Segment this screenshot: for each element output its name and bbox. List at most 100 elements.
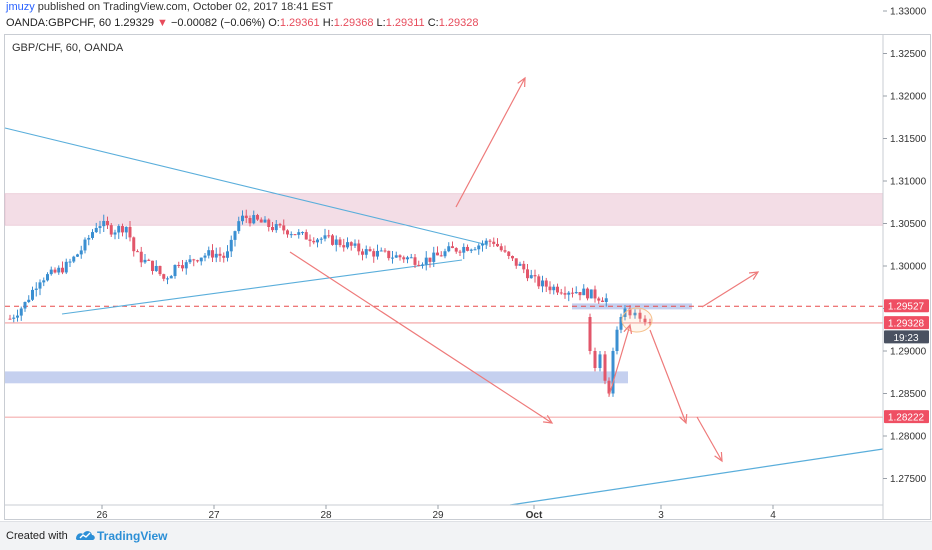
- price-axis-label: 1.29000: [890, 347, 927, 358]
- price-axis-label: 1.32000: [890, 92, 927, 103]
- candle-body: [541, 280, 544, 287]
- close-value: 1.29328: [438, 17, 479, 29]
- candle-body: [263, 219, 267, 223]
- candle-body: [282, 225, 286, 231]
- bounce-arrow-line: [608, 324, 631, 397]
- open-value: 1.29361: [279, 17, 320, 29]
- candle-body: [139, 251, 143, 263]
- upper-trendline: [4, 127, 489, 246]
- candle-body: [207, 250, 211, 256]
- candle-body: [256, 215, 259, 220]
- candle-body: [162, 274, 166, 279]
- candle-body: [271, 226, 274, 231]
- candle-body: [184, 262, 188, 269]
- candle-body: [237, 221, 241, 232]
- price-axis-label: 1.31500: [890, 134, 927, 145]
- candle-body: [76, 254, 79, 257]
- candle-body: [597, 298, 601, 301]
- candle-body: [147, 259, 151, 261]
- low-label: L:: [376, 17, 386, 29]
- bearish-continuation-arrow-head: [714, 451, 723, 463]
- candle-body: [469, 249, 473, 251]
- chart-header: jmuzy published on TradingView.com, Octo…: [0, 0, 932, 34]
- candle-body: [79, 250, 83, 255]
- candle-body: [304, 232, 308, 240]
- low-value: 1.29311: [385, 17, 425, 29]
- candle-body: [417, 264, 421, 266]
- price-tag-bg: [884, 330, 929, 344]
- price-axis-label: 1.27500: [890, 474, 927, 485]
- candle-body: [113, 232, 117, 235]
- bearish-drop-arrow-head: [679, 413, 688, 425]
- candle-body: [143, 259, 147, 263]
- candle-body: [607, 380, 611, 394]
- candle-body: [394, 255, 398, 258]
- price-tag-label: 19:23: [893, 333, 918, 344]
- resistance-zone: [4, 193, 884, 226]
- price-tag-bg: [884, 316, 929, 330]
- candle-body: [293, 234, 297, 236]
- candle-body: [368, 249, 372, 252]
- candle-body: [593, 289, 597, 299]
- candle-body: [604, 298, 608, 302]
- candle-body: [454, 248, 458, 252]
- candle-body: [522, 263, 526, 270]
- bearish-continuation-arrow-line: [696, 416, 723, 462]
- candle-body: [466, 246, 469, 251]
- author-link[interactable]: jmuzy: [6, 1, 35, 13]
- candle-body: [327, 235, 331, 237]
- candle-body: [27, 299, 31, 303]
- candle-body: [507, 251, 511, 257]
- candle-body: [619, 317, 623, 330]
- candle-body: [121, 226, 124, 233]
- candle-body: [94, 227, 98, 233]
- retest-zone: [572, 303, 692, 310]
- candle-body: [57, 267, 61, 273]
- price-chart[interactable]: 1.275001.280001.285001.290001.295001.300…: [0, 0, 932, 522]
- candle-body: [312, 240, 316, 243]
- candle-body: [643, 318, 647, 323]
- candle-body: [503, 250, 507, 252]
- candles: [8, 209, 652, 397]
- time-axis-label: 27: [208, 510, 220, 521]
- candle-body: [409, 257, 413, 259]
- candle-body: [578, 292, 582, 296]
- candle-body: [511, 256, 514, 259]
- candle-body: [61, 267, 64, 273]
- down-arrow-icon: ▼: [157, 17, 168, 29]
- candle-body: [537, 276, 541, 287]
- candle-body: [574, 292, 578, 294]
- candle-body: [68, 261, 72, 263]
- tradingview-brand-link[interactable]: TradingView: [97, 529, 168, 543]
- candle-body: [301, 232, 304, 234]
- candle-body: [563, 293, 567, 295]
- high-value: 1.29368: [333, 17, 374, 29]
- candle-body: [83, 239, 87, 251]
- candle-body: [488, 240, 492, 242]
- candle-body: [274, 224, 278, 231]
- candle-body: [477, 245, 481, 250]
- bullish-scenario-arrow-line: [701, 271, 759, 308]
- time-axis-label: 28: [320, 510, 332, 521]
- candle-body: [499, 246, 503, 251]
- candle-body: [218, 253, 222, 256]
- bearish-drop-arrow: [649, 329, 688, 425]
- candle-body: [199, 257, 203, 262]
- candle-body: [334, 239, 338, 245]
- candle-body: [259, 219, 263, 223]
- chart-frame[interactable]: [4, 34, 931, 520]
- candle-body: [379, 250, 383, 252]
- bearish-drop-arrow-line: [649, 329, 687, 424]
- candle-body: [628, 308, 632, 316]
- candle-body: [451, 246, 454, 249]
- candle-body: [173, 264, 177, 277]
- candle-body: [233, 231, 237, 240]
- candle-body: [49, 269, 53, 275]
- support-zone: [5, 371, 628, 384]
- time-axis-label: Oct: [526, 510, 543, 521]
- candle-body: [588, 317, 592, 351]
- candle-body: [439, 255, 443, 257]
- candle-body: [496, 243, 499, 247]
- candle-body: [398, 255, 402, 258]
- price-tag-label: 1.29328: [888, 319, 925, 330]
